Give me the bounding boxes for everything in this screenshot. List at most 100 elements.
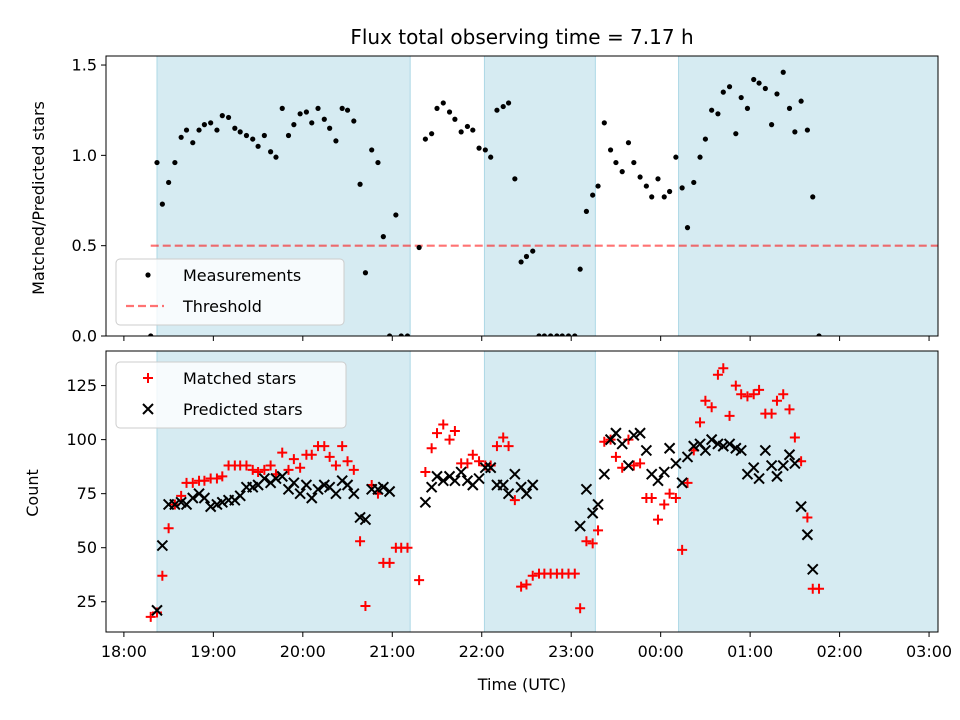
predicted-star-point xyxy=(592,498,604,511)
matched-star-point xyxy=(342,456,353,467)
measurement-point xyxy=(268,149,274,155)
measurement-point xyxy=(798,98,804,104)
predicted-star-point xyxy=(473,472,485,485)
matched-star-point xyxy=(187,477,198,488)
measurement-point xyxy=(464,123,471,130)
matched-star-point xyxy=(677,544,688,555)
predicted-star-point xyxy=(187,492,199,504)
x-tick-label: 23:00 xyxy=(548,642,594,661)
legend-label: Threshold xyxy=(182,297,262,316)
predicted-star-point xyxy=(383,485,396,498)
matched-star-point xyxy=(420,467,431,478)
measurement-point xyxy=(523,253,530,260)
matched-star-point xyxy=(635,458,646,469)
predicted-star-point xyxy=(663,442,676,454)
x-tick-label: 21:00 xyxy=(369,642,415,661)
top-y-axis-label: Matched/Predicted stars xyxy=(29,101,48,295)
legend-label: Predicted stars xyxy=(183,400,303,419)
measurement-point xyxy=(172,159,178,166)
x-tick-label: 20:00 xyxy=(280,642,326,661)
predicted-star-point xyxy=(431,470,443,483)
measurement-point xyxy=(530,248,536,254)
measurement-point xyxy=(429,131,435,137)
top-panel: 0.0 0.5 1.0 1.5 Measurements Threshold xyxy=(72,55,939,346)
matched-star-point xyxy=(754,384,765,395)
measurement-point xyxy=(607,147,614,153)
measurement-point xyxy=(339,105,345,111)
predicted-star-point xyxy=(771,470,783,483)
top-y-tick-label: 0.0 xyxy=(72,327,97,346)
measurement-point xyxy=(369,147,375,153)
measurement-point xyxy=(810,194,816,200)
legend-box xyxy=(115,258,345,326)
matched-star-point xyxy=(766,408,777,419)
predicted-star-point xyxy=(748,462,760,474)
measurement-point xyxy=(667,188,673,195)
measurement-point xyxy=(505,100,512,106)
matched-star-point xyxy=(438,419,449,430)
predicted-star-point xyxy=(586,507,599,519)
measurement-point xyxy=(673,154,679,160)
predicted-star-point xyxy=(574,520,586,532)
legend-label: Matched stars xyxy=(183,369,296,388)
matched-star-point xyxy=(265,460,276,471)
measurement-point xyxy=(655,176,661,182)
legend-box xyxy=(115,361,347,429)
predicted-star-point xyxy=(723,438,736,450)
measurement-point xyxy=(279,105,285,111)
matched-star-point xyxy=(145,611,156,622)
measurement-point xyxy=(196,127,202,133)
matched-star-point xyxy=(295,462,306,473)
measurement-point xyxy=(380,234,386,240)
matched-star-point xyxy=(802,512,813,523)
predicted-star-point xyxy=(616,438,628,450)
measurement-point xyxy=(691,179,697,186)
measurement-point xyxy=(201,122,208,128)
predicted-star-point xyxy=(640,444,653,457)
x-tick-label: 01:00 xyxy=(727,642,773,661)
matched-star-point xyxy=(259,464,270,475)
measurement-point xyxy=(297,111,303,117)
measurement-point xyxy=(559,333,565,336)
matched-star-point xyxy=(211,473,222,484)
predicted-star-point xyxy=(449,474,461,487)
matched-star-point xyxy=(253,467,264,478)
predicted-star-point xyxy=(681,451,694,463)
matched-star-point xyxy=(306,449,317,460)
measurement-point xyxy=(709,107,715,113)
measurement-point xyxy=(261,132,267,139)
top-plot-area xyxy=(148,56,938,336)
predicted-star-point xyxy=(628,429,640,442)
top-y-tick-label: 1.5 xyxy=(72,56,97,75)
bottom-panel: 25 50 75 100 125 18:00 19:00 20:00 21:00 22:00 23:… xyxy=(66,350,952,661)
predicted-star-point xyxy=(234,490,246,502)
matched-star-point xyxy=(247,464,258,475)
matched-star-point xyxy=(330,460,341,471)
measurement-point xyxy=(738,94,744,101)
measurement-point xyxy=(255,143,261,149)
predicted-star-point xyxy=(484,462,497,474)
matched-star-point xyxy=(682,477,693,488)
matched-star-point xyxy=(355,536,366,547)
measurement-point xyxy=(416,244,422,251)
bottom-axes-frame xyxy=(105,350,939,633)
measurement-point xyxy=(178,134,184,140)
matched-star-point xyxy=(283,464,294,475)
predicted-star-point xyxy=(699,444,712,457)
bottom-observing-interval xyxy=(678,351,938,632)
matched-star-point xyxy=(664,488,675,499)
predicted-star-point xyxy=(520,487,533,500)
measurement-point xyxy=(726,84,733,90)
matched-star-point xyxy=(277,447,288,458)
matched-star-point xyxy=(217,471,228,482)
matched-star-point xyxy=(569,568,580,579)
measurement-point xyxy=(816,333,822,336)
measurement-point xyxy=(774,91,780,97)
top-observing-interval xyxy=(678,56,938,336)
predicted-star-point xyxy=(312,483,324,496)
matched-star-point xyxy=(402,542,413,553)
measurement-point xyxy=(148,333,154,336)
bottom-observing-interval xyxy=(483,351,596,632)
predicted-star-point xyxy=(527,479,539,491)
predicted-star-point xyxy=(676,477,688,489)
